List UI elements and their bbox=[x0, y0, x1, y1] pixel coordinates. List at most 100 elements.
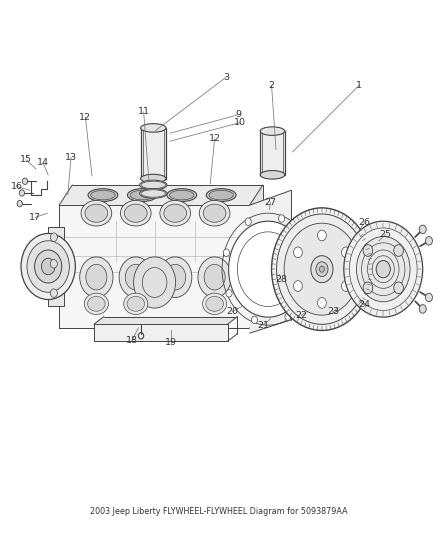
Bar bbox=[141, 128, 166, 179]
Circle shape bbox=[19, 190, 25, 196]
Text: 12: 12 bbox=[208, 134, 221, 143]
Circle shape bbox=[344, 221, 423, 317]
Ellipse shape bbox=[160, 200, 191, 226]
Polygon shape bbox=[48, 227, 64, 306]
Circle shape bbox=[41, 258, 55, 275]
Ellipse shape bbox=[130, 190, 155, 200]
Circle shape bbox=[293, 247, 302, 257]
Circle shape bbox=[35, 250, 62, 283]
Text: 17: 17 bbox=[29, 213, 41, 222]
Circle shape bbox=[425, 293, 432, 302]
Ellipse shape bbox=[91, 190, 115, 200]
Text: 12: 12 bbox=[79, 113, 92, 122]
Text: 23: 23 bbox=[327, 308, 339, 316]
Ellipse shape bbox=[199, 200, 230, 226]
Ellipse shape bbox=[81, 200, 112, 226]
Ellipse shape bbox=[85, 204, 108, 222]
Ellipse shape bbox=[260, 171, 285, 179]
Circle shape bbox=[363, 245, 373, 256]
Circle shape bbox=[318, 230, 326, 241]
Ellipse shape bbox=[84, 293, 109, 314]
Text: 2003 Jeep Liberty FLYWHEEL-FLYWHEEL Diagram for 5093879AA: 2003 Jeep Liberty FLYWHEEL-FLYWHEEL Diag… bbox=[90, 507, 348, 516]
Circle shape bbox=[17, 200, 22, 207]
Circle shape bbox=[319, 266, 325, 272]
Ellipse shape bbox=[120, 200, 151, 226]
Circle shape bbox=[293, 281, 302, 292]
Ellipse shape bbox=[206, 189, 236, 201]
Circle shape bbox=[279, 215, 285, 222]
Ellipse shape bbox=[164, 204, 187, 222]
Ellipse shape bbox=[202, 293, 227, 314]
Bar bbox=[262, 132, 283, 173]
Ellipse shape bbox=[124, 204, 147, 222]
Circle shape bbox=[50, 289, 57, 297]
Circle shape bbox=[251, 316, 258, 324]
Text: 22: 22 bbox=[295, 311, 307, 320]
Circle shape bbox=[50, 260, 57, 268]
Ellipse shape bbox=[140, 189, 167, 198]
Text: 26: 26 bbox=[358, 219, 371, 227]
Circle shape bbox=[376, 261, 390, 278]
Polygon shape bbox=[59, 185, 263, 205]
Circle shape bbox=[226, 289, 232, 297]
Circle shape bbox=[394, 245, 403, 256]
Text: 3: 3 bbox=[223, 73, 229, 82]
Circle shape bbox=[50, 233, 57, 241]
Ellipse shape bbox=[203, 204, 226, 222]
Ellipse shape bbox=[124, 293, 148, 314]
Text: 1: 1 bbox=[356, 81, 362, 90]
Polygon shape bbox=[250, 190, 291, 333]
Circle shape bbox=[304, 241, 310, 249]
Circle shape bbox=[245, 218, 251, 225]
Text: 11: 11 bbox=[138, 108, 150, 116]
Text: 27: 27 bbox=[265, 198, 277, 207]
Circle shape bbox=[285, 313, 291, 320]
Circle shape bbox=[125, 264, 146, 290]
Text: 14: 14 bbox=[37, 158, 49, 167]
Polygon shape bbox=[59, 205, 250, 328]
Circle shape bbox=[307, 282, 313, 289]
Text: 28: 28 bbox=[275, 276, 287, 284]
Circle shape bbox=[80, 257, 113, 297]
Circle shape bbox=[394, 282, 403, 294]
Ellipse shape bbox=[88, 189, 118, 201]
Ellipse shape bbox=[88, 296, 105, 311]
Circle shape bbox=[357, 237, 410, 302]
Text: 13: 13 bbox=[65, 153, 77, 161]
Bar bbox=[143, 128, 164, 176]
Text: 18: 18 bbox=[126, 336, 138, 344]
Ellipse shape bbox=[206, 296, 223, 311]
Text: 21: 21 bbox=[257, 321, 269, 329]
Circle shape bbox=[198, 257, 231, 297]
Ellipse shape bbox=[127, 189, 157, 201]
Circle shape bbox=[272, 208, 372, 330]
Circle shape bbox=[86, 264, 107, 290]
Circle shape bbox=[342, 247, 350, 257]
Text: 16: 16 bbox=[11, 182, 23, 191]
Circle shape bbox=[134, 257, 176, 308]
Circle shape bbox=[165, 264, 186, 290]
Circle shape bbox=[22, 178, 28, 184]
Ellipse shape bbox=[170, 190, 194, 200]
Ellipse shape bbox=[209, 190, 233, 200]
Polygon shape bbox=[250, 185, 263, 328]
Ellipse shape bbox=[141, 174, 166, 183]
Text: 20: 20 bbox=[226, 308, 238, 316]
Text: 9: 9 bbox=[236, 110, 242, 119]
Ellipse shape bbox=[167, 189, 197, 201]
Text: 10: 10 bbox=[234, 118, 246, 127]
Circle shape bbox=[419, 305, 426, 313]
Circle shape bbox=[204, 264, 225, 290]
Circle shape bbox=[425, 237, 432, 245]
Circle shape bbox=[363, 282, 373, 294]
Ellipse shape bbox=[260, 127, 285, 135]
Circle shape bbox=[311, 256, 333, 282]
Circle shape bbox=[342, 281, 350, 292]
Circle shape bbox=[119, 257, 152, 297]
Text: 15: 15 bbox=[20, 156, 32, 164]
Circle shape bbox=[21, 233, 75, 300]
Circle shape bbox=[316, 262, 328, 277]
Circle shape bbox=[318, 297, 326, 308]
Polygon shape bbox=[94, 324, 228, 341]
Text: 24: 24 bbox=[358, 301, 371, 309]
